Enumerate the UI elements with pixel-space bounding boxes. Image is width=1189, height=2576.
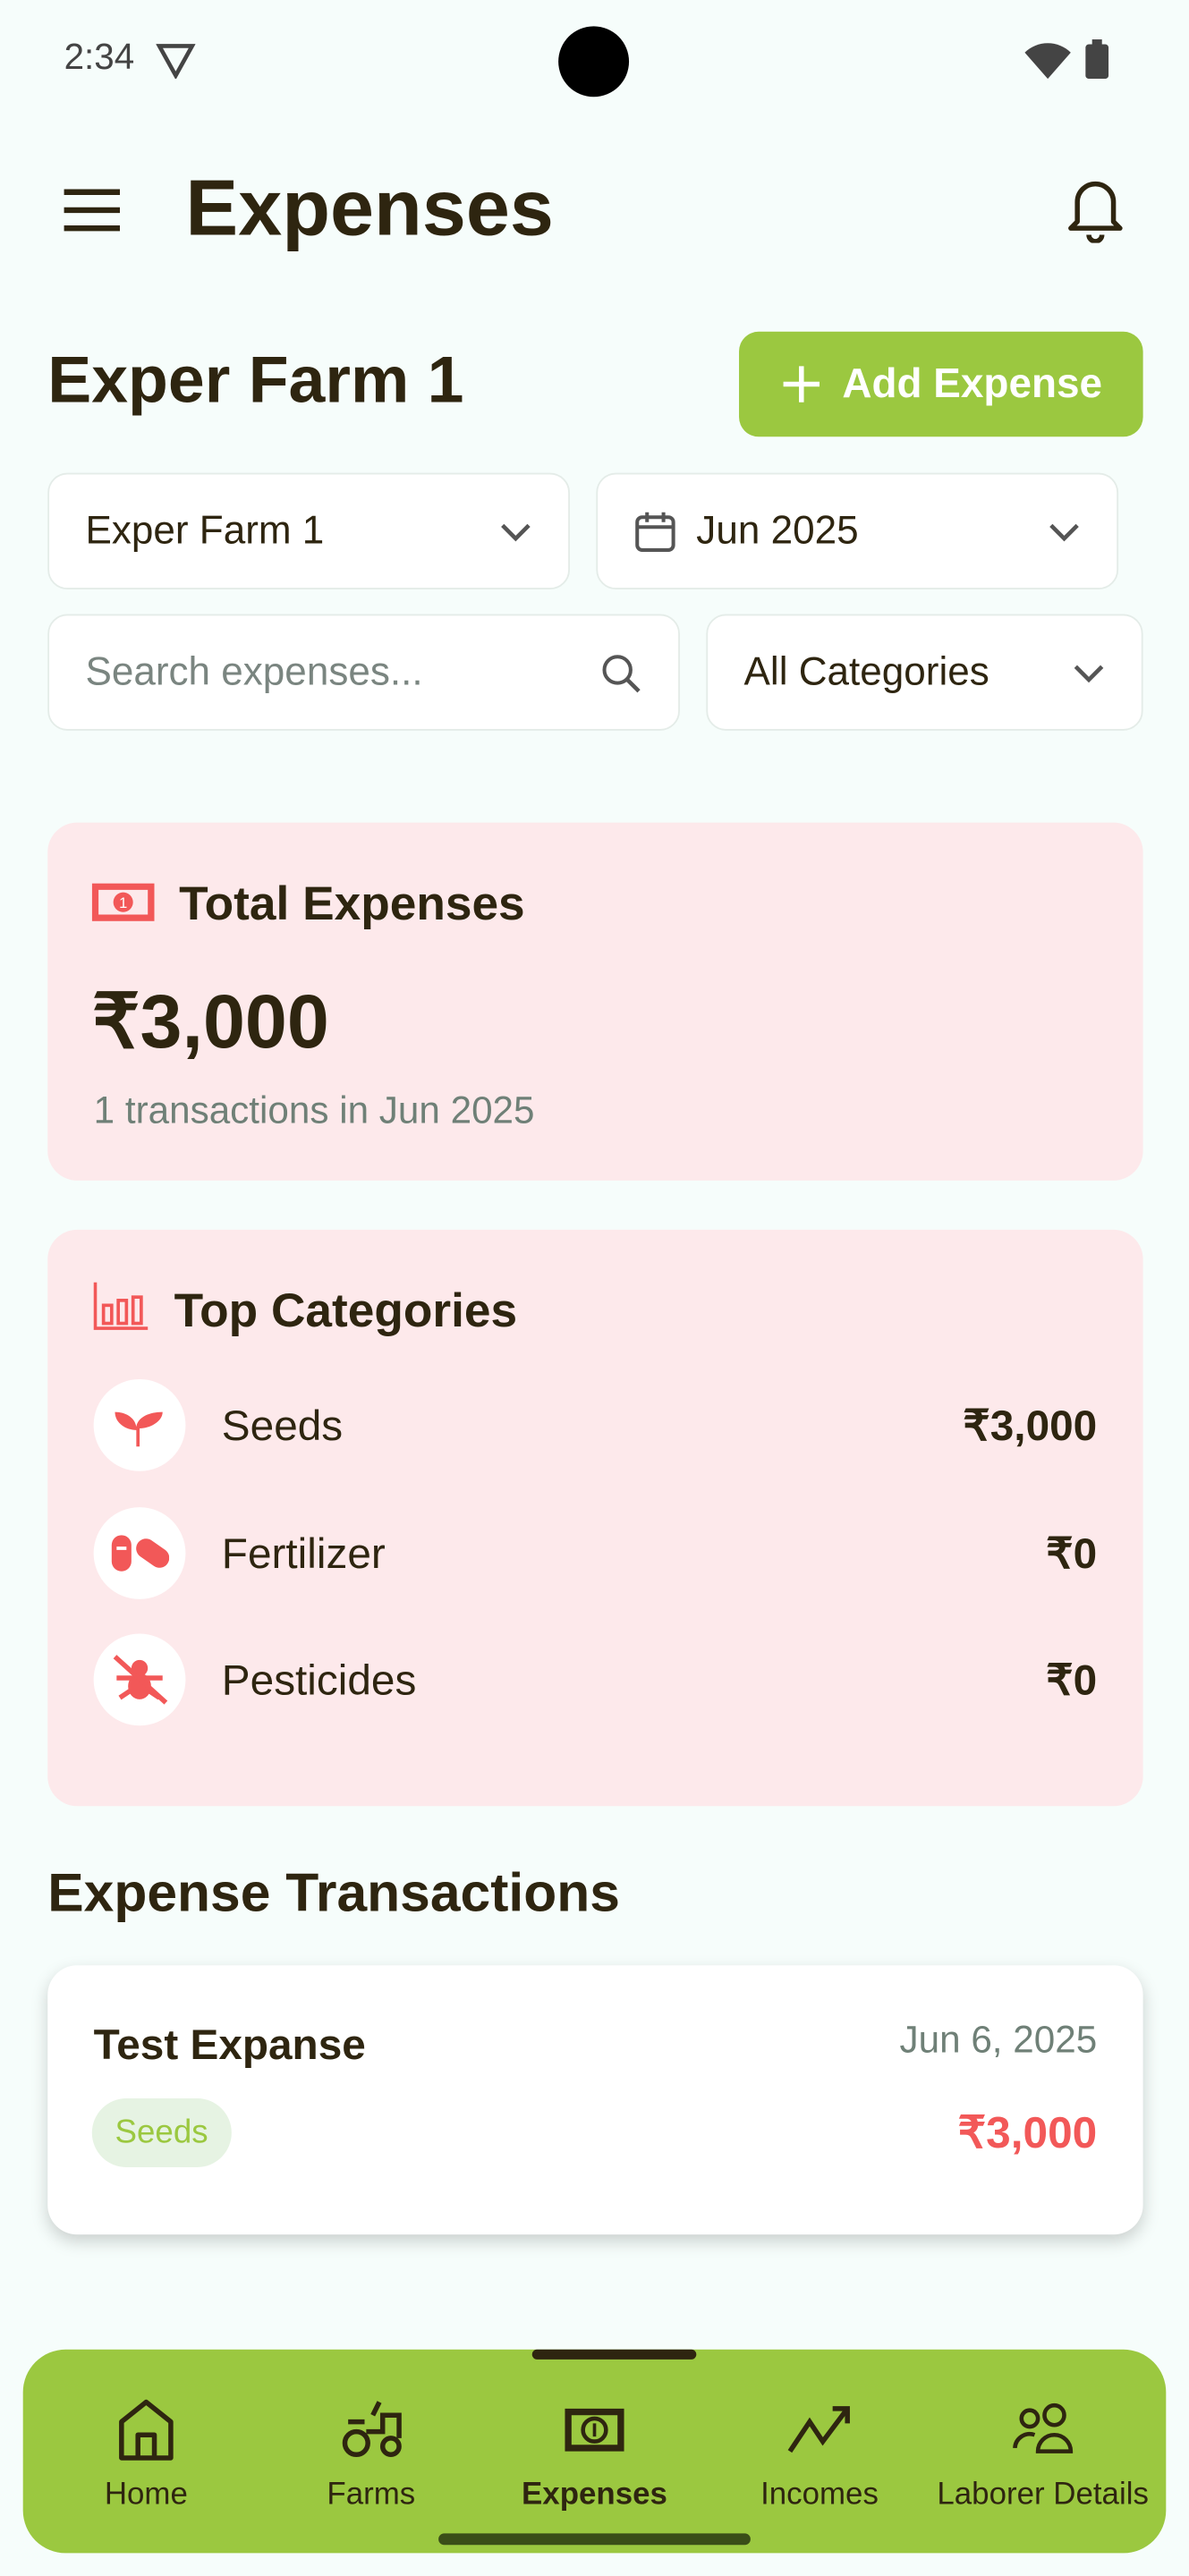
transaction-card[interactable]: Test Expanse Jun 6, 2025 Seeds ₹3,000: [47, 1965, 1143, 2235]
users-icon: [1013, 2402, 1074, 2453]
search-placeholder: Search expenses...: [85, 648, 423, 694]
trending-up-icon: [787, 2406, 850, 2453]
bar-chart-icon: [93, 1282, 149, 1330]
category-value: ₹3,000: [963, 1399, 1098, 1449]
home-indicator[interactable]: [438, 2533, 751, 2546]
sprout-icon-circle: [93, 1378, 186, 1471]
plus-icon: [783, 366, 820, 402]
sheet-handle[interactable]: [531, 2349, 697, 2360]
total-expenses-title: Total Expenses: [179, 878, 525, 931]
wifi-icon: [1024, 43, 1071, 80]
total-expenses-amount: ₹3,000: [91, 979, 329, 1064]
nav-expenses[interactable]: Expenses: [480, 2399, 709, 2513]
total-expenses-subtitle: 1 transactions in Jun 2025: [93, 1089, 535, 1131]
bug-off-icon: [113, 1655, 168, 1705]
nav-farms[interactable]: Farms: [256, 2399, 486, 2513]
category-select[interactable]: All Categories: [706, 614, 1143, 731]
category-label: Fertilizer: [221, 1528, 386, 1578]
bell-icon[interactable]: [1064, 174, 1126, 243]
bug-off-icon-circle: [93, 1633, 186, 1726]
sprout-icon: [115, 1411, 163, 1447]
nav-label: Expenses: [522, 2477, 667, 2512]
add-expense-button[interactable]: Add Expense: [739, 331, 1143, 437]
category-label: Seeds: [221, 1399, 344, 1449]
nav-label: Incomes: [760, 2477, 879, 2512]
camera-cutout: [558, 26, 630, 97]
calendar-icon: [635, 511, 675, 552]
banknote-icon: 1: [91, 883, 155, 921]
category-row-fertilizer[interactable]: Fertilizer ₹0: [93, 1507, 1098, 1599]
nav-label: Farms: [327, 2477, 416, 2512]
svg-text:1: 1: [119, 894, 127, 911]
nav-home[interactable]: Home: [31, 2399, 261, 2513]
nav-incomes[interactable]: Incomes: [704, 2399, 934, 2513]
add-expense-label: Add Expense: [842, 360, 1103, 407]
category-value: ₹0: [1046, 1528, 1098, 1578]
nav-laborer-details[interactable]: Laborer Details: [928, 2399, 1158, 2513]
category-value: ₹0: [1046, 1654, 1098, 1704]
transaction-name: Test Expanse: [93, 2019, 366, 2069]
category-row-pesticides[interactable]: Pesticides ₹0: [93, 1633, 1098, 1726]
chevron-down-icon: [1049, 522, 1079, 541]
category-label: Pesticides: [221, 1654, 417, 1704]
farm-select[interactable]: Exper Farm 1: [47, 472, 570, 589]
farm-select-value: Exper Farm 1: [85, 508, 325, 553]
chevron-down-icon: [501, 522, 531, 541]
nav-label: Laborer Details: [937, 2477, 1149, 2512]
farm-title: Exper Farm 1: [47, 344, 464, 418]
top-categories-title: Top Categories: [174, 1285, 518, 1339]
banknote-icon: [565, 2408, 624, 2452]
category-badge: Seeds: [91, 2097, 232, 2168]
month-select[interactable]: Jun 2025: [596, 472, 1119, 589]
battery-icon: [1085, 39, 1109, 80]
category-row-seeds[interactable]: Seeds ₹3,000: [93, 1378, 1098, 1471]
transaction-amount: ₹3,000: [957, 2107, 1098, 2158]
search-icon: [602, 654, 641, 692]
search-input[interactable]: Search expenses...: [47, 614, 680, 731]
pills-icon: [111, 1535, 170, 1572]
transactions-title: Expense Transactions: [47, 1861, 620, 1923]
total-expenses-card: 1 Total Expenses ₹3,000 1 transactions i…: [47, 822, 1143, 1181]
page-title: Expenses: [185, 165, 554, 253]
tractor-icon: [342, 2401, 402, 2458]
top-categories-card: Top Categories Seeds ₹3,000 Fertilizer ₹…: [47, 1229, 1143, 1807]
pills-icon-circle: [93, 1507, 186, 1599]
month-select-value: Jun 2025: [696, 508, 859, 553]
nav-label: Home: [104, 2477, 188, 2512]
vpn-icon: [156, 44, 196, 80]
chevron-down-icon: [1074, 664, 1104, 682]
home-icon: [119, 2399, 174, 2461]
category-select-value: All Categories: [743, 648, 989, 694]
hamburger-icon[interactable]: [63, 187, 122, 233]
transaction-date: Jun 6, 2025: [899, 2018, 1098, 2061]
status-time: 2:34: [64, 36, 135, 78]
bottom-nav: Home Farms Expenses Incomes Laborer Deta…: [22, 2349, 1167, 2554]
